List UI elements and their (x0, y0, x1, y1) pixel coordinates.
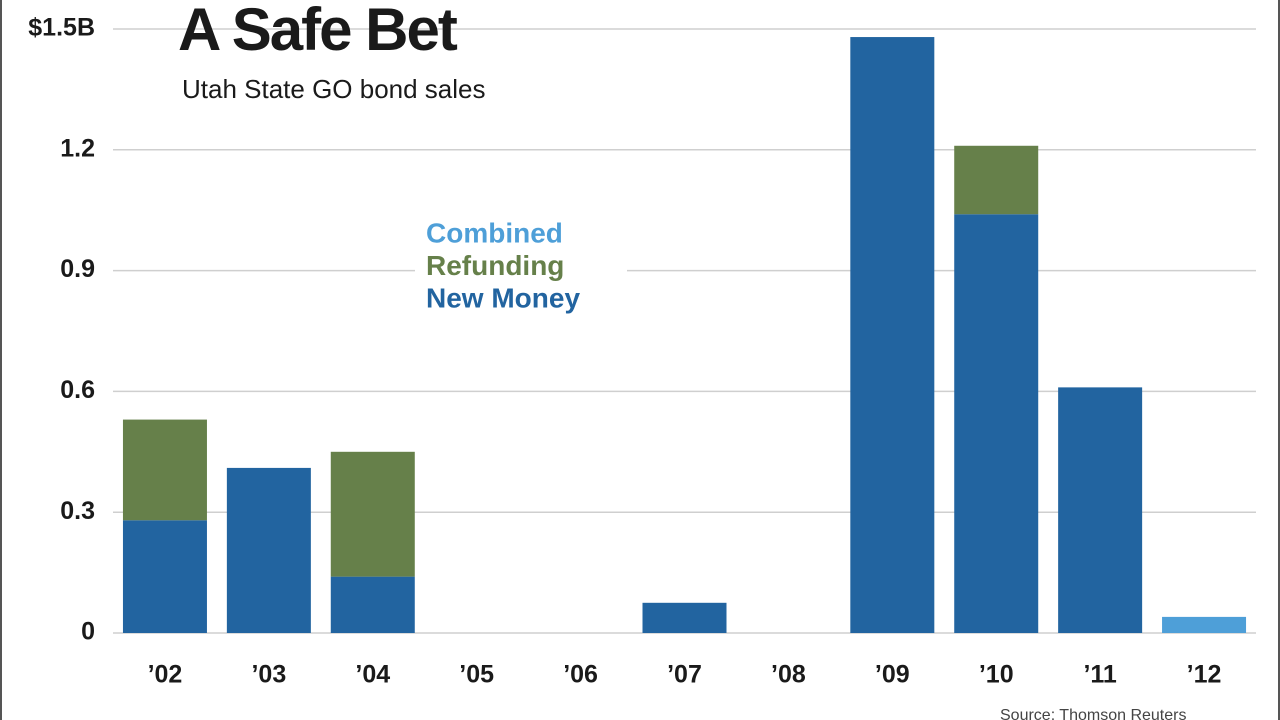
x-tick-label: ’11 (1083, 661, 1116, 689)
chart-title: A Safe Bet (178, 0, 458, 63)
legend-entry: New Money (426, 282, 580, 313)
x-tick-label: ’06 (563, 661, 598, 689)
bar-segment (122, 520, 207, 633)
y-tick-label: $1.5B (28, 14, 95, 42)
bar-segment (850, 37, 935, 633)
legend-background (415, 215, 627, 320)
x-tick-label: ’08 (771, 661, 806, 689)
bar-segment (1162, 616, 1247, 633)
legend-entry: Refunding (426, 250, 564, 281)
x-tick-label: ’07 (667, 661, 702, 689)
bar-segment (954, 214, 1039, 633)
source-note: Source: Thomson Reuters (1000, 707, 1186, 720)
y-tick-label: 0 (81, 618, 95, 646)
chart-subtitle: Utah State GO bond sales (182, 74, 486, 104)
bar-segment (330, 451, 415, 577)
x-tick-label: ’12 (1187, 661, 1222, 689)
x-tick-label: ’10 (979, 661, 1014, 689)
x-tick-label: ’05 (459, 661, 494, 689)
y-tick-label: 0.6 (60, 376, 95, 404)
bar-segment (122, 419, 207, 521)
bar-segment (330, 576, 415, 633)
x-tick-label: ’09 (875, 661, 910, 689)
x-tick-label: ’02 (148, 661, 183, 689)
x-tick-label: ’04 (355, 661, 390, 689)
y-tick-label: 0.9 (60, 255, 95, 283)
bar-segment (226, 467, 311, 633)
bar-segment (954, 145, 1039, 215)
y-tick-label: 0.3 (60, 497, 95, 525)
bar-segment (1058, 387, 1143, 633)
legend-entry: Combined (426, 217, 563, 248)
y-tick-label: 1.2 (60, 134, 95, 162)
x-tick-label: ’03 (251, 661, 286, 689)
bar-segment (642, 602, 727, 633)
